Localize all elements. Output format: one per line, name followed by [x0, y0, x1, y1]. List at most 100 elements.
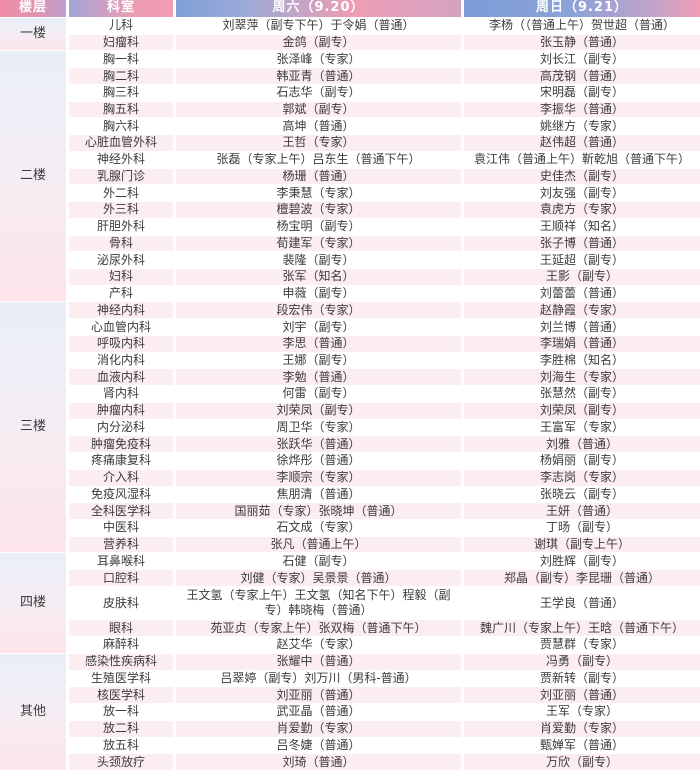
- saturday-cell: 韩亚青（普通）: [176, 68, 461, 84]
- dept-cell: 神经内科: [69, 302, 173, 319]
- saturday-cell: 石文成（专家）: [176, 520, 461, 536]
- dept-cell: 免疫风湿科: [69, 486, 173, 503]
- header-department: 科室: [69, 0, 173, 17]
- header-sunday: 周日（9.21）: [464, 0, 700, 17]
- saturday-cell: 刘荣凤（副专）: [176, 402, 461, 419]
- saturday-cell: 王文氢（专家上午）王文氢（知名下午）程毅（副专）韩晓梅（普通）: [176, 586, 461, 620]
- sunday-cell: 刘兰博（普通）: [464, 319, 700, 335]
- sunday-cell: 杨娟丽（副专）: [464, 453, 700, 469]
- sunday-cell: 张慧然（副专）: [464, 386, 700, 402]
- sunday-cell: 姚继方（专家）: [464, 118, 700, 135]
- saturday-cell: 裴隆（副专）: [176, 252, 461, 268]
- dept-cell: 呼吸内科: [69, 335, 173, 352]
- saturday-cell: 李思（普通）: [176, 335, 461, 352]
- saturday-cell: 王哲（专家）: [176, 135, 461, 151]
- dept-cell: 心脏血管外科: [69, 135, 173, 151]
- sunday-cell: 李杨（（普通上午）贺世超（普通）: [464, 18, 700, 34]
- dept-cell: 肿瘤免疫科: [69, 436, 173, 453]
- dept-cell: 口腔科: [69, 570, 173, 586]
- saturday-cell: 武亚晶（普通）: [176, 704, 461, 720]
- dept-cell: 内分泌科: [69, 419, 173, 436]
- dept-cell: 肾内科: [69, 386, 173, 402]
- saturday-cell: 李顺宗（专家）: [176, 469, 461, 486]
- dept-cell: 放二科: [69, 720, 173, 737]
- sunday-cell: 肖爱勤（专家）: [464, 720, 700, 737]
- saturday-cell: 张凡（普通上午）: [176, 536, 461, 553]
- sunday-cell: 李瑞娟（普通）: [464, 335, 700, 352]
- saturday-cell: 段宏伟（专家）: [176, 302, 461, 319]
- sunday-cell: 宋明磊（副专）: [464, 84, 700, 101]
- dept-cell: 胸二科: [69, 68, 173, 84]
- dept-cell: 胸五科: [69, 101, 173, 118]
- header-saturday: 周六（9.20）: [176, 0, 461, 17]
- sunday-cell: 王妍（普通）: [464, 503, 700, 519]
- floor-cell: 二楼: [0, 51, 66, 302]
- sunday-cell: 丁旸（副专）: [464, 520, 700, 536]
- sunday-cell: 郑晶（副专）李昆珊（普通）: [464, 570, 700, 586]
- sunday-cell: 李志岗（专家）: [464, 469, 700, 486]
- saturday-cell: 金鸽（副专）: [176, 34, 461, 51]
- dept-cell: 外三科: [69, 202, 173, 218]
- saturday-cell: 赵艾华（专家）: [176, 637, 461, 653]
- saturday-cell: 苑亚贞（专家上午）张双梅（普通下午）: [176, 620, 461, 637]
- sunday-cell: 李胜棉（知名）: [464, 352, 700, 369]
- sunday-cell: 贾新转（副专）: [464, 670, 700, 687]
- dept-cell: 胸六科: [69, 118, 173, 135]
- dept-cell: 外二科: [69, 185, 173, 202]
- saturday-cell: 张耀中（普通）: [176, 653, 461, 670]
- sunday-cell: 袁虎方（专家）: [464, 202, 700, 218]
- sunday-cell: 袁江伟（普通上午）靳乾旭（普通下午）: [464, 151, 700, 168]
- dept-cell: 营养科: [69, 536, 173, 553]
- floor-cell: 一楼: [0, 18, 66, 51]
- dept-cell: 泌尿外科: [69, 252, 173, 268]
- sunday-cell: 刘胜辉（副专）: [464, 553, 700, 570]
- dept-cell: 产科: [69, 285, 173, 302]
- sunday-cell: 张晓云（副专）: [464, 486, 700, 503]
- dept-cell: 全科医学科: [69, 503, 173, 519]
- dept-cell: 疼痛康复科: [69, 453, 173, 469]
- saturday-cell: 王娜（副专）: [176, 352, 461, 369]
- floor-cell: 其他: [0, 653, 66, 770]
- sunday-cell: 贾慧群（专家）: [464, 637, 700, 653]
- saturday-cell: 郭斌（副专）: [176, 101, 461, 118]
- sunday-cell: 赵伟超（普通）: [464, 135, 700, 151]
- dept-cell: 消化内科: [69, 352, 173, 369]
- saturday-cell: 杨宝明（副专）: [176, 218, 461, 235]
- saturday-cell: 刘琦（普通）: [176, 754, 461, 770]
- sunday-cell: 刘雅（普通）: [464, 436, 700, 453]
- dept-cell: 感染性疾病科: [69, 653, 173, 670]
- saturday-cell: 张跃华（普通）: [176, 436, 461, 453]
- dept-cell: 介入科: [69, 469, 173, 486]
- saturday-cell: 何雷（副专）: [176, 386, 461, 402]
- sunday-cell: 冯勇（副专）: [464, 653, 700, 670]
- sunday-cell: 刘友强（副专）: [464, 185, 700, 202]
- dept-cell: 乳腺门诊: [69, 168, 173, 185]
- saturday-cell: 石健（副专）: [176, 553, 461, 570]
- dept-cell: 放一科: [69, 704, 173, 720]
- saturday-cell: 徐烨彤（普通）: [176, 453, 461, 469]
- dept-cell: 眼科: [69, 620, 173, 637]
- sunday-cell: 王延超（副专）: [464, 252, 700, 268]
- saturday-cell: 杨珊（普通）: [176, 168, 461, 185]
- floor-cell: 四楼: [0, 553, 66, 653]
- saturday-cell: 刘翠萍（副专下午）于令娟（普通）: [176, 18, 461, 34]
- dept-cell: 麻醉科: [69, 637, 173, 653]
- dept-cell: 神经外科: [69, 151, 173, 168]
- dept-cell: 肝胆外科: [69, 218, 173, 235]
- sunday-cell: 甄婵军（普通）: [464, 737, 700, 754]
- dept-cell: 胸三科: [69, 84, 173, 101]
- saturday-cell: 张军（知名）: [176, 269, 461, 285]
- saturday-cell: 荀建军（专家）: [176, 235, 461, 252]
- dept-cell: 骨科: [69, 235, 173, 252]
- saturday-cell: 国丽茹（专家）张晓坤（普通）: [176, 503, 461, 519]
- saturday-cell: 石志华（副专）: [176, 84, 461, 101]
- sunday-cell: 王顺祥（知名）: [464, 218, 700, 235]
- dept-cell: 胸一科: [69, 51, 173, 68]
- sunday-cell: 赵静霞（专家）: [464, 302, 700, 319]
- sunday-cell: 李振华（普通）: [464, 101, 700, 118]
- sunday-cell: 刘长江（副专）: [464, 51, 700, 68]
- saturday-cell: 吕冬婕（普通）: [176, 737, 461, 754]
- saturday-cell: 周卫华（专家）: [176, 419, 461, 436]
- sunday-cell: 魏广川（专家上午）王晗（普通下午）: [464, 620, 700, 637]
- saturday-cell: 申薇（副专）: [176, 285, 461, 302]
